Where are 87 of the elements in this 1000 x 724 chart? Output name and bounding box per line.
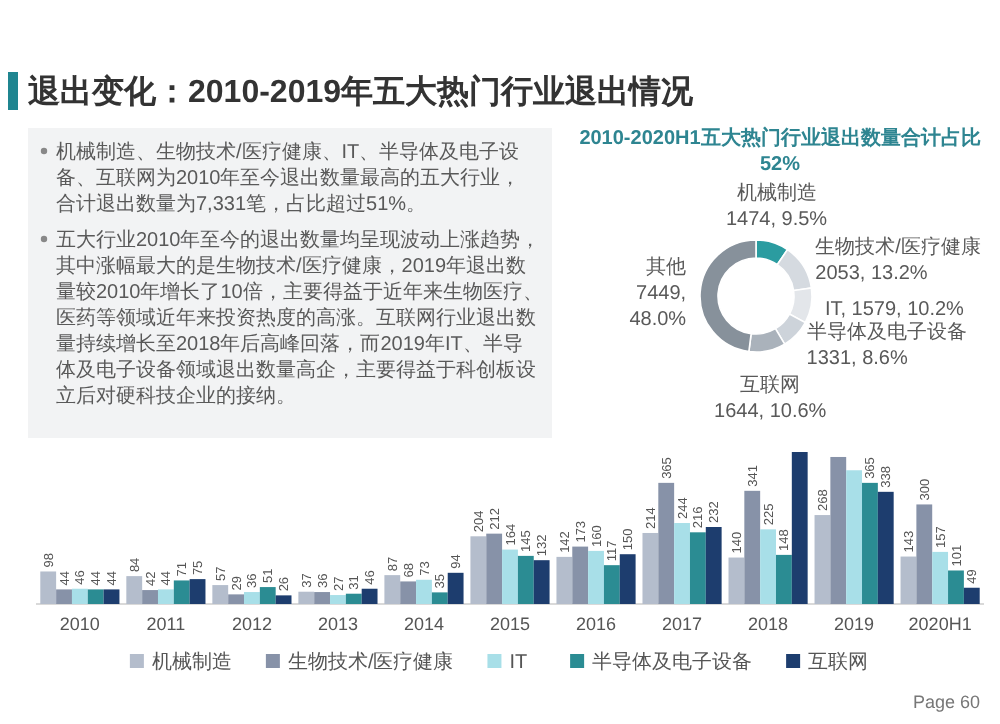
bar bbox=[56, 589, 72, 604]
bar bbox=[862, 482, 878, 604]
slice-label: 互联网 bbox=[740, 372, 801, 397]
text: 五大行业2010年至今的退出数量均呈现波动上涨趋势，其中涨幅最大的是生物技术/医疗健康，2019年退出数量较2010年增长了10倍，主要得益于近年来生物医疗、医药等领域近年来投资热度的高涨。互联网行业退出数量持续增长至2018年后高峰回落，而2019年IT、半导体及电子设备领域退出数量高企，主要得益于科创板设立后对硬科技企业的接纳。 bbox=[56, 228, 543, 408]
x-tick-label: 2010 bbox=[59, 614, 100, 634]
bar bbox=[689, 532, 706, 604]
bar bbox=[502, 549, 518, 604]
data-label: 1474, 9.5% bbox=[725, 209, 828, 232]
bar bbox=[87, 589, 104, 604]
legend-label: 互联网 bbox=[808, 650, 869, 674]
bar bbox=[142, 590, 158, 604]
slice-label: 机械制造 bbox=[736, 181, 817, 206]
text: 退出变化：2010-2019年五大热门行业退出情况 bbox=[26, 72, 696, 110]
bar bbox=[916, 504, 933, 604]
bar bbox=[948, 570, 964, 604]
bar bbox=[846, 470, 863, 604]
x-tick-label: 2013 bbox=[317, 614, 358, 634]
bar bbox=[556, 556, 573, 604]
bar bbox=[588, 550, 604, 604]
x-tick-label: 2012 bbox=[231, 614, 272, 634]
slice-label: 半导体及电子设备 bbox=[806, 320, 967, 345]
x-tick-label: 2016 bbox=[575, 614, 617, 634]
slice-label: 其他 bbox=[646, 254, 687, 279]
bar bbox=[157, 589, 174, 604]
bar bbox=[674, 523, 690, 604]
bar bbox=[330, 595, 346, 604]
text: Page 60 bbox=[912, 692, 980, 712]
bar bbox=[814, 515, 831, 604]
x-tick-label: 2020H1 bbox=[908, 614, 972, 634]
data-label: 1331, 8.6% bbox=[806, 348, 908, 371]
bar bbox=[416, 579, 432, 604]
legend-label: 生物技术/医疗健康 bbox=[287, 650, 454, 674]
chart-title: 2010-2020H1五大热门行业退出数量合计占比52% bbox=[579, 126, 981, 176]
data-label: 2053, 13.2% bbox=[815, 262, 928, 285]
bar bbox=[619, 554, 636, 604]
data-label: 1644, 10.6% bbox=[714, 400, 827, 423]
bar bbox=[447, 572, 464, 604]
bar bbox=[361, 588, 378, 604]
legend-label: IT bbox=[509, 652, 528, 674]
bar bbox=[603, 565, 620, 604]
bar bbox=[71, 588, 88, 604]
bar bbox=[791, 452, 808, 604]
bar bbox=[189, 579, 206, 604]
bar bbox=[963, 587, 980, 604]
bar bbox=[103, 589, 120, 604]
bar bbox=[212, 585, 229, 604]
bar bbox=[705, 527, 722, 604]
bar bbox=[259, 587, 276, 604]
bar bbox=[40, 571, 57, 604]
bar bbox=[658, 482, 675, 604]
bar bbox=[877, 491, 894, 604]
slice-label: 生物技术/医疗健康 bbox=[815, 234, 981, 259]
bar bbox=[400, 581, 417, 604]
bar bbox=[345, 593, 362, 604]
bar bbox=[126, 576, 143, 604]
x-tick-label: 2018 bbox=[748, 614, 789, 634]
bar bbox=[900, 556, 917, 604]
data-label: 7449, 48.0% bbox=[629, 282, 687, 331]
x-tick-label: 2017 bbox=[662, 614, 703, 634]
legend-label: 半导体及电子设备 bbox=[592, 650, 753, 674]
x-tick-label: 2011 bbox=[146, 614, 186, 634]
bar bbox=[384, 575, 401, 604]
bar bbox=[314, 592, 331, 604]
bar bbox=[470, 536, 487, 604]
bar bbox=[642, 532, 659, 604]
bar bbox=[533, 560, 550, 604]
legend-label: 机械制造 bbox=[151, 650, 232, 674]
bar bbox=[572, 546, 589, 604]
bar bbox=[228, 594, 245, 604]
bar bbox=[275, 595, 292, 604]
bar bbox=[932, 551, 949, 604]
bar bbox=[173, 580, 190, 604]
bar bbox=[431, 592, 448, 604]
bar bbox=[760, 529, 776, 604]
bar bbox=[775, 554, 792, 604]
bar bbox=[517, 555, 534, 604]
x-tick-label: 2015 bbox=[489, 614, 531, 634]
slice-label: IT, 1579, 10.2% bbox=[824, 299, 965, 322]
bar bbox=[728, 557, 745, 604]
bar bbox=[830, 456, 847, 604]
x-tick-label: 2014 bbox=[403, 614, 445, 634]
x-tick-label: 2019 bbox=[834, 614, 875, 634]
bar bbox=[744, 490, 761, 604]
bar bbox=[486, 533, 503, 604]
bar bbox=[298, 591, 315, 604]
text: 机械制造、生物技术/医疗健康、IT、半导体及电子设备、互联网为2010年至今退出数量最高的五大行业，合计退出数量为7,331笔，占比超过51%。 bbox=[56, 140, 521, 216]
bar bbox=[244, 592, 260, 604]
